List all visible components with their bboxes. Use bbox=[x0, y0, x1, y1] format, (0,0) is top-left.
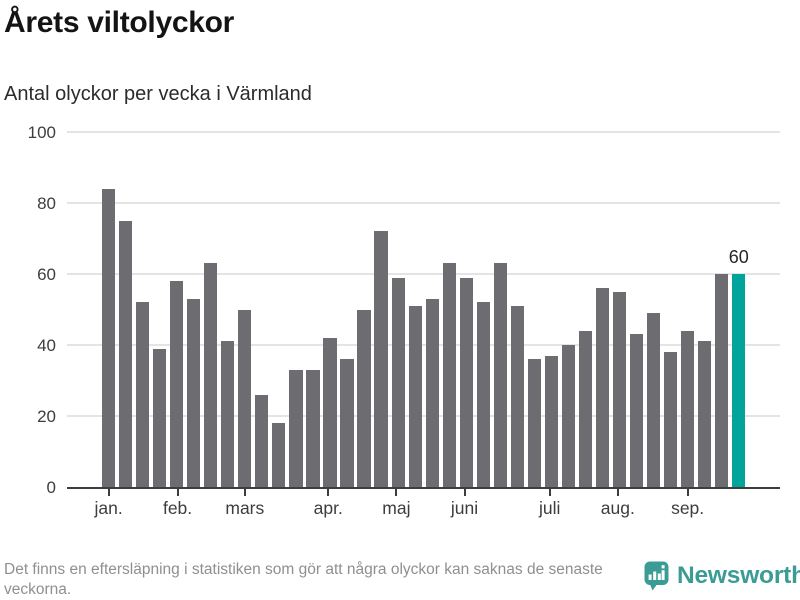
bar-week bbox=[715, 274, 729, 487]
bar-week bbox=[153, 348, 167, 487]
bar-week bbox=[681, 330, 695, 487]
x-axis-month-label: aug. bbox=[600, 498, 635, 518]
bar-week bbox=[578, 330, 593, 487]
newsworthy-logo: Newsworthy bbox=[644, 561, 800, 591]
chart-title: Årets viltolyckor bbox=[4, 6, 234, 39]
bar-week bbox=[119, 220, 133, 487]
bar-week bbox=[663, 352, 678, 487]
bar-week bbox=[187, 298, 201, 487]
bar-week bbox=[238, 309, 252, 487]
x-axis-tick bbox=[243, 489, 246, 496]
bar-week bbox=[255, 394, 269, 487]
y-gridline bbox=[67, 273, 780, 275]
y-gridline bbox=[67, 202, 780, 204]
bar-week bbox=[646, 313, 661, 487]
bar-week bbox=[306, 369, 320, 487]
x-axis-month-label: feb. bbox=[162, 498, 193, 518]
bar-week-current bbox=[732, 274, 746, 487]
x-axis-tick bbox=[327, 489, 330, 496]
bar-week bbox=[459, 277, 473, 487]
x-axis-tick bbox=[176, 489, 179, 496]
bar-week bbox=[425, 298, 439, 487]
x-axis-tick bbox=[616, 489, 619, 496]
bar-week bbox=[340, 359, 354, 487]
y-axis-tick-label: 100 bbox=[27, 122, 56, 142]
x-axis-line bbox=[67, 487, 780, 489]
y-axis-tick-label: 80 bbox=[37, 193, 56, 213]
bar-week bbox=[629, 334, 644, 487]
x-axis-month-label: apr. bbox=[313, 498, 343, 518]
bar-week bbox=[612, 291, 627, 487]
x-axis-tick bbox=[107, 489, 110, 496]
bar-week bbox=[561, 345, 575, 487]
footnote: Det finns en eftersläpning i statistiken… bbox=[4, 561, 603, 598]
bar-week bbox=[391, 277, 405, 487]
bar-week bbox=[374, 231, 388, 487]
y-axis-tick-label: 20 bbox=[37, 406, 56, 426]
bar-week bbox=[289, 369, 303, 487]
bar-week bbox=[510, 305, 524, 487]
x-axis-tick bbox=[548, 489, 551, 496]
bar-week bbox=[544, 355, 558, 487]
bar-week bbox=[272, 423, 286, 487]
y-axis-tick-label: 40 bbox=[37, 335, 56, 355]
x-axis-tick bbox=[463, 489, 466, 496]
y-gridline bbox=[67, 131, 780, 133]
bar-week bbox=[493, 263, 507, 487]
x-axis-month-label: sep. bbox=[671, 498, 705, 518]
bar-week bbox=[136, 302, 150, 487]
x-axis-month-label: mars bbox=[225, 498, 265, 518]
x-axis-month-label: jan. bbox=[94, 498, 123, 518]
newsworthy-wordmark: Newsworthy bbox=[677, 562, 800, 589]
x-axis-month-label: juli bbox=[538, 498, 561, 518]
x-axis-tick bbox=[686, 489, 689, 496]
bar-week bbox=[204, 263, 218, 487]
y-gridline bbox=[67, 415, 780, 417]
bar-week bbox=[442, 263, 456, 487]
bar-week bbox=[698, 341, 712, 487]
y-axis-tick-label: 60 bbox=[37, 264, 56, 284]
x-axis-tick bbox=[395, 489, 398, 496]
bar-week bbox=[221, 341, 235, 487]
bar-week bbox=[357, 309, 371, 487]
chart-subtitle: Antal olyckor per vecka i Värmland bbox=[4, 83, 312, 105]
bar-week bbox=[102, 188, 116, 487]
bar-week bbox=[170, 281, 184, 487]
bar-week bbox=[595, 288, 610, 487]
bar-week bbox=[408, 305, 422, 487]
bar-week bbox=[476, 302, 490, 487]
x-axis-month-label: juni bbox=[450, 498, 479, 518]
x-axis-month-label: maj bbox=[382, 498, 411, 518]
bar-week bbox=[323, 337, 337, 487]
bar-week bbox=[527, 359, 541, 487]
y-axis-tick-label: 0 bbox=[46, 477, 56, 497]
highlight-value-label: 60 bbox=[728, 247, 749, 267]
newsworthy-speech-bubble-icon bbox=[644, 561, 669, 591]
y-gridline bbox=[67, 344, 780, 346]
weekly-accidents-bar-chart: 0 20 40 60 80 100 jan. feb. mars apr. maj juni juli a… bbox=[27, 122, 780, 518]
